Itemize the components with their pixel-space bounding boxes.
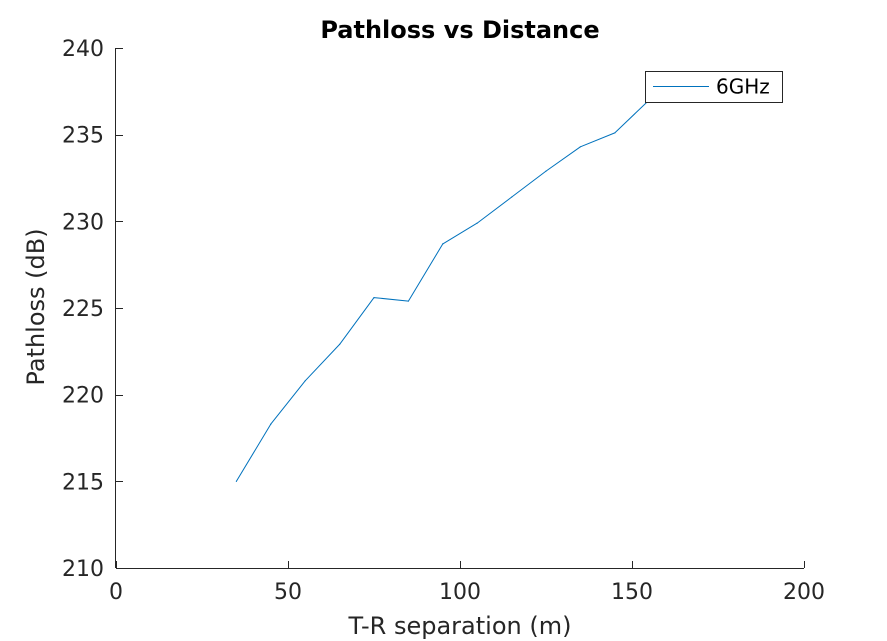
data-point [511, 196, 513, 198]
data-point [304, 380, 306, 382]
chart-title: Pathloss vs Distance [320, 16, 599, 44]
y-tick-label: 225 [62, 297, 104, 322]
x-tick-label: 0 [109, 580, 123, 605]
data-point [235, 480, 237, 482]
data-point [270, 423, 272, 425]
y-axis-label: Pathloss (dB) [22, 228, 50, 385]
data-point [373, 297, 375, 299]
axes [115, 48, 804, 569]
plot-area [116, 48, 804, 568]
data-point [545, 170, 547, 172]
data-point [407, 300, 409, 302]
x-tick-label: 150 [611, 580, 653, 605]
y-tick-label: 215 [62, 470, 104, 495]
data-point [476, 222, 478, 224]
y-tick-label: 240 [62, 37, 104, 62]
y-tick-label: 230 [62, 210, 104, 235]
data-point [339, 343, 341, 345]
x-tick-label: 100 [439, 580, 481, 605]
y-tick-label: 220 [62, 384, 104, 409]
data-point [442, 243, 444, 245]
x-axis-label: T-R separation (m) [348, 612, 572, 640]
legend-label: 6GHz [716, 75, 770, 99]
data-point [614, 132, 616, 134]
x-tick-label: 200 [783, 580, 825, 605]
series-line-6ghz [235, 75, 684, 482]
y-tick-label: 235 [62, 124, 104, 149]
tick-marks: 0 50 100 150 200 210 215 220 225 230 235 240 [62, 37, 825, 605]
data-point [579, 146, 582, 148]
x-tick-label: 50 [274, 580, 302, 605]
y-tick-label: 210 [62, 557, 104, 582]
plot-background [116, 48, 804, 568]
legend: 6GHz [645, 71, 783, 103]
